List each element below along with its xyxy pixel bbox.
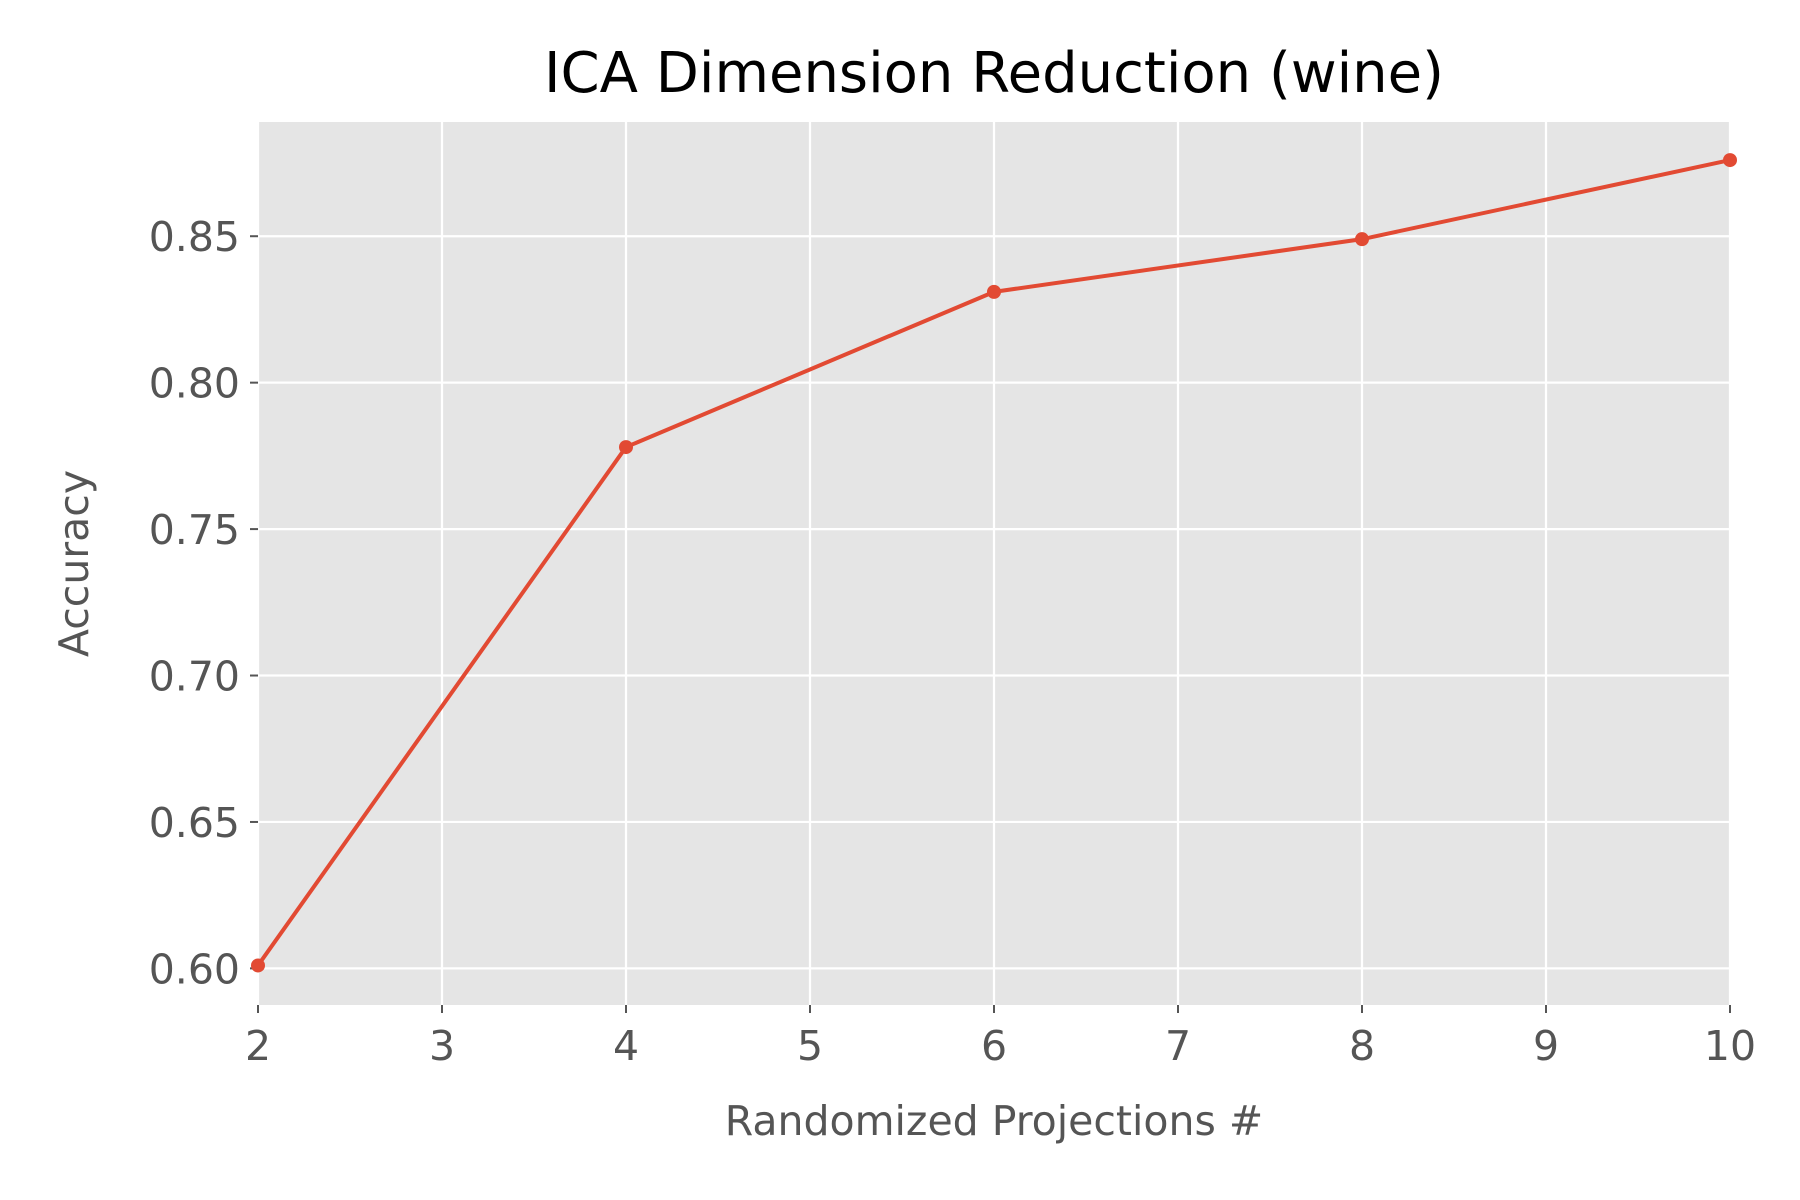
- data-point-4: [619, 440, 633, 455]
- x-tick-label-5: 5: [797, 1022, 823, 1070]
- data-point-10: [1723, 153, 1737, 168]
- chart-title: ICA Dimension Reduction (wine): [544, 41, 1444, 106]
- x-tick-label-8: 8: [1349, 1022, 1375, 1070]
- x-tick-label-9: 9: [1533, 1022, 1559, 1070]
- x-tick-label-3: 3: [429, 1022, 455, 1070]
- series-layer: [251, 153, 1737, 973]
- y-tick-label-0.60: 0.60: [149, 945, 240, 993]
- grid-lines: [256, 122, 1732, 1005]
- x-tick-label-7: 7: [1165, 1022, 1191, 1070]
- data-point-8: [1355, 232, 1369, 247]
- data-point-2: [251, 958, 265, 973]
- y-tick-label-0.85: 0.85: [149, 213, 240, 261]
- axis-ticks: 2 3 4 5 6 7 8 9 10 0.60 0.65 0.70 0.75 0.80 0.85: [149, 213, 1756, 1070]
- y-tick-label-0.70: 0.70: [149, 653, 240, 701]
- x-tick-label-10: 10: [1704, 1022, 1756, 1070]
- x-tick-label-4: 4: [613, 1022, 639, 1070]
- x-axis-label: Randomized Projections #: [725, 1097, 1263, 1145]
- y-axis-label: Accuracy: [50, 470, 98, 657]
- y-tick-label-0.75: 0.75: [149, 506, 240, 554]
- y-tick-label-0.65: 0.65: [149, 799, 240, 847]
- data-point-6: [987, 284, 1001, 299]
- y-tick-label-0.80: 0.80: [149, 360, 240, 408]
- x-tick-label-2: 2: [245, 1022, 271, 1070]
- x-tick-label-6: 6: [981, 1022, 1007, 1070]
